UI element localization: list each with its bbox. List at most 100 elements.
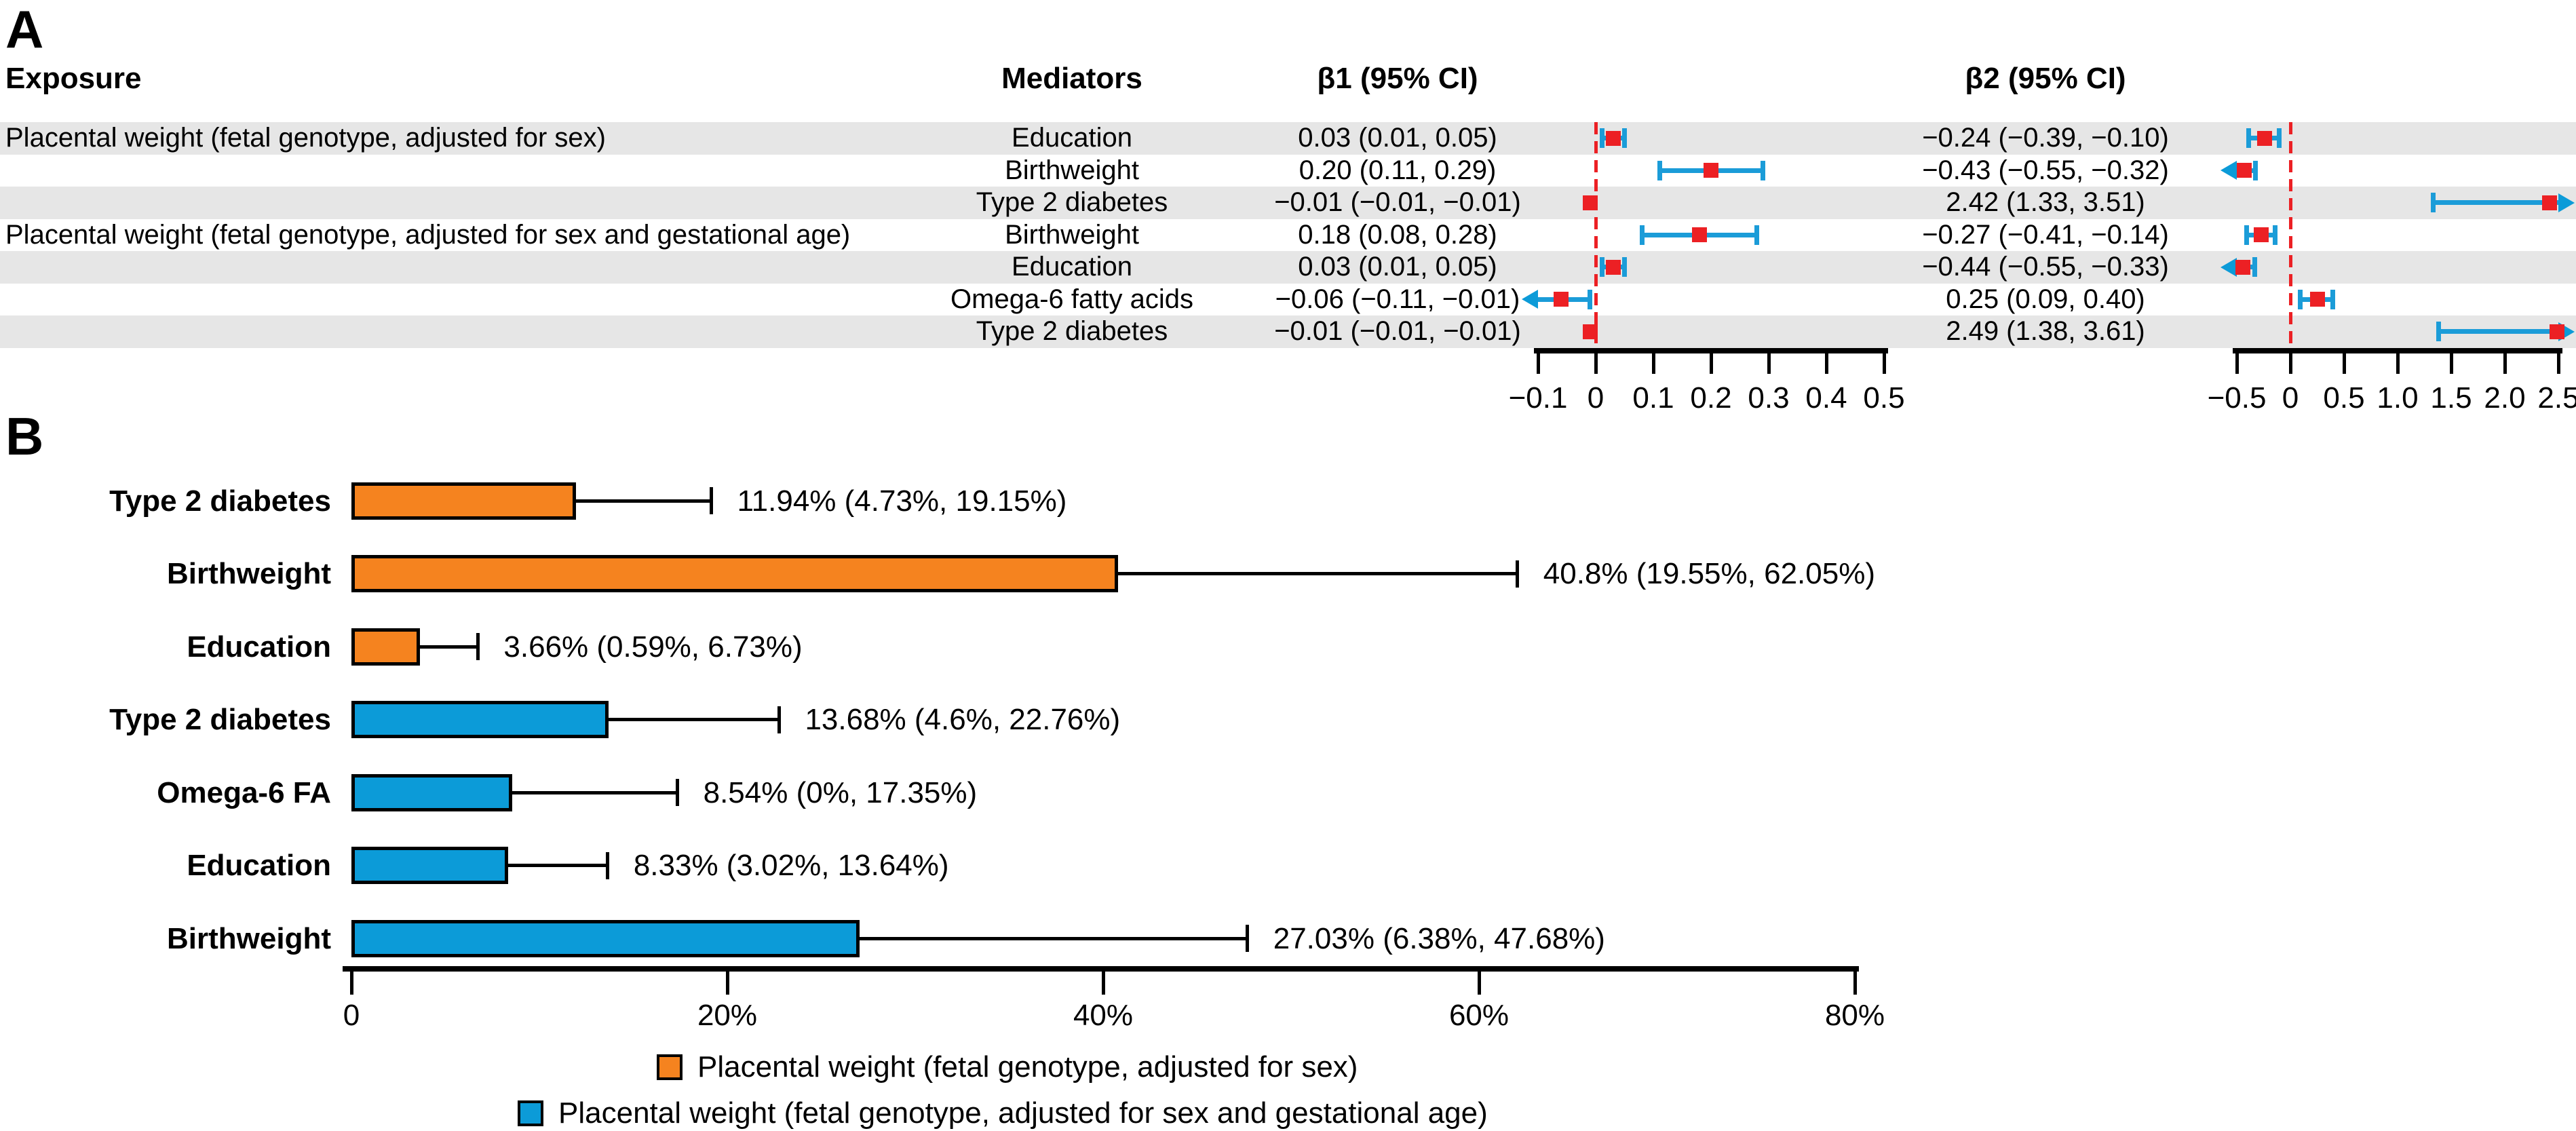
ci-whisker-cap-low xyxy=(2244,225,2250,245)
forest-axis-tick xyxy=(2288,353,2292,374)
ci-whisker-cap-low xyxy=(2431,193,2436,213)
point-estimate-marker xyxy=(1692,227,1707,243)
ci-whisker-cap-low xyxy=(1657,160,1662,180)
forest-axis-tick-label: −0.5 xyxy=(2207,381,2267,415)
bar-axis-tick-label: 20% xyxy=(697,999,758,1032)
panel-b: B Type 2 diabetes 11.94% (4.73%, 19.15%) B… xyxy=(0,404,2576,1130)
ci-whisker-cap-low xyxy=(1599,128,1604,149)
error-bar-line xyxy=(608,718,780,721)
panel-b-letter: B xyxy=(5,406,44,466)
point-estimate-marker xyxy=(1704,163,1718,178)
point-estimate-marker xyxy=(1582,324,1598,339)
point-estimate-marker xyxy=(2235,259,2251,275)
mediator-cell: Birthweight xyxy=(1005,219,1139,250)
beta1-ci-cell: 0.03 (0.01, 0.05) xyxy=(1298,252,1497,282)
forest-axis-tick xyxy=(1709,353,1713,374)
bar-axis-tick-label: 80% xyxy=(1824,999,1885,1032)
error-bar-cap xyxy=(606,851,610,879)
ci-whisker-cap-high xyxy=(2330,289,2336,309)
forest-axis-tick xyxy=(1824,353,1828,374)
error-bar-line xyxy=(512,790,678,794)
ci-whisker-cap-high xyxy=(1621,128,1627,149)
legend-swatch-blue xyxy=(518,1100,543,1126)
column-header-beta1: β1 (95% CI) xyxy=(1317,62,1478,95)
bar-axis-tick xyxy=(349,972,353,995)
column-header-beta2: β2 (95% CI) xyxy=(1965,62,2126,95)
error-bar-cap xyxy=(1246,925,1250,952)
forest-table-rows: Placental weight (fetal genotype, adjust… xyxy=(0,0,2576,414)
panel-a-letter: A xyxy=(5,0,44,59)
point-estimate-marker xyxy=(1554,292,1569,307)
zero-reference-line xyxy=(2288,122,2292,348)
ci-arrow-left xyxy=(1522,290,1538,309)
zero-reference-line xyxy=(1594,122,1598,348)
ci-arrow-left xyxy=(2221,257,2237,277)
bar-axis-line xyxy=(343,966,1859,972)
forest-axis-line xyxy=(1534,347,1888,353)
bar-category-label: Birthweight xyxy=(167,557,331,590)
ci-arrow-right xyxy=(2558,193,2575,212)
ci-whisker-line xyxy=(2433,200,2558,206)
forest-axis-tick-label: 0.4 xyxy=(1805,381,1847,415)
forest-axis-line xyxy=(2233,347,2562,353)
bar-value-label: 8.54% (0%, 17.35%) xyxy=(703,775,978,809)
bar-axis-tick-label: 40% xyxy=(1073,999,1134,1032)
forest-axis-tick-label: 2.0 xyxy=(2484,381,2526,415)
forest-axis-tick-label: 2.5 xyxy=(2537,381,2576,415)
mediator-cell: Birthweight xyxy=(1005,155,1139,185)
beta2-ci-cell: −0.24 (−0.39, −0.10) xyxy=(1922,123,2169,153)
bar-category-label: Type 2 diabetes xyxy=(109,484,331,518)
error-bar-line xyxy=(575,499,712,503)
beta1-ci-cell: −0.06 (−0.11, −0.01) xyxy=(1275,284,1520,314)
error-bar-cap xyxy=(476,633,480,660)
bar xyxy=(351,701,609,738)
ci-whisker-cap-high xyxy=(2277,128,2282,149)
forest-axis-tick-label: 0.1 xyxy=(1632,381,1674,415)
ci-whisker-line xyxy=(2438,329,2558,334)
legend: Placental weight (fetal genotype, adjust… xyxy=(0,404,2576,1130)
mediator-cell: Education xyxy=(1012,252,1132,282)
point-estimate-marker xyxy=(2309,292,2325,307)
bar xyxy=(351,847,508,884)
bar-value-label: 3.66% (0.59%, 6.73%) xyxy=(503,630,803,664)
ci-whisker-cap-high xyxy=(2252,257,2257,277)
forest-axis-tick-label: 0.3 xyxy=(1748,381,1790,415)
legend-swatch-orange xyxy=(657,1054,683,1080)
beta2-ci-cell: −0.27 (−0.41, −0.14) xyxy=(1922,219,2169,250)
error-bar-line xyxy=(420,645,478,649)
forest-axis-tick xyxy=(2449,353,2453,374)
bar-value-label: 8.33% (3.02%, 13.64%) xyxy=(633,849,949,882)
error-bar-line xyxy=(1118,572,1518,575)
bar xyxy=(351,919,860,957)
bar-axis-tick xyxy=(1853,972,1857,995)
exposure-cell: Placental weight (fetal genotype, adjust… xyxy=(5,219,851,250)
bar xyxy=(351,482,576,520)
forest-axis-tick xyxy=(2396,353,2400,374)
point-estimate-marker xyxy=(1582,195,1598,210)
bar-value-label: 40.8% (19.55%, 62.05%) xyxy=(1543,557,1875,590)
forest-axis-tick xyxy=(1594,353,1598,374)
forest-axis-tick xyxy=(2342,353,2346,374)
column-header-mediators: Mediators xyxy=(1001,62,1142,95)
ci-whisker-cap-low xyxy=(1599,257,1604,277)
bar-axis-tick-label: 60% xyxy=(1448,999,1510,1032)
bar-value-label: 11.94% (4.73%, 19.15%) xyxy=(737,484,1067,518)
beta1-ci-cell: 0.20 (0.11, 0.29) xyxy=(1299,155,1497,185)
ci-whisker-cap-low xyxy=(2436,322,2442,342)
error-bar-cap xyxy=(709,487,713,514)
bar-axis-tick xyxy=(725,972,729,995)
bar-axis-tick-label: 0 xyxy=(343,999,360,1032)
ci-whisker-cap-low xyxy=(2246,128,2252,149)
point-estimate-marker xyxy=(1605,259,1621,275)
error-bar-cap xyxy=(777,706,781,733)
point-estimate-marker xyxy=(2254,227,2269,243)
forest-axis-tick xyxy=(2556,353,2560,374)
point-estimate-marker xyxy=(2542,195,2558,210)
beta2-ci-cell: 2.42 (1.33, 3.51) xyxy=(1946,187,2145,217)
column-header-exposure: Exposure xyxy=(5,62,142,95)
mediator-cell: Type 2 diabetes xyxy=(976,187,1168,217)
mediator-cell: Type 2 diabetes xyxy=(976,316,1168,346)
error-bar-line xyxy=(859,936,1248,940)
forest-axis-tick-label: 1.0 xyxy=(2377,381,2419,415)
error-bar-cap xyxy=(1516,560,1520,588)
